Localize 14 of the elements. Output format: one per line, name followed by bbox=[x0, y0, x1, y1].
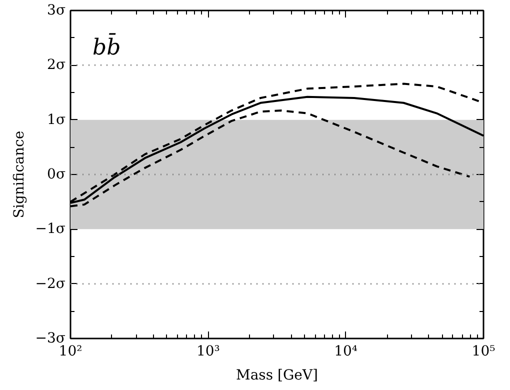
y-tick-label: 2σ bbox=[47, 57, 66, 74]
y-tick-label: −1σ bbox=[35, 221, 66, 238]
x-tick-label: 10⁴ bbox=[334, 344, 358, 360]
x-tick-label: 10³ bbox=[196, 344, 220, 360]
annotation: bb̄ bbox=[92, 32, 121, 60]
x-tick-label: 10⁵ bbox=[472, 344, 496, 360]
y-tick-label: 1σ bbox=[47, 112, 66, 128]
y-tick-label: 0σ bbox=[47, 166, 66, 182]
x-axis-title: Mass [GeV] bbox=[236, 368, 318, 384]
y-tick-label: −3σ bbox=[35, 330, 66, 346]
y-tick-label: −2σ bbox=[35, 276, 66, 292]
y-tick-label: 3σ bbox=[47, 2, 66, 18]
y-axis-title: Significance bbox=[11, 130, 28, 218]
x-tick-label: 10² bbox=[58, 344, 82, 360]
